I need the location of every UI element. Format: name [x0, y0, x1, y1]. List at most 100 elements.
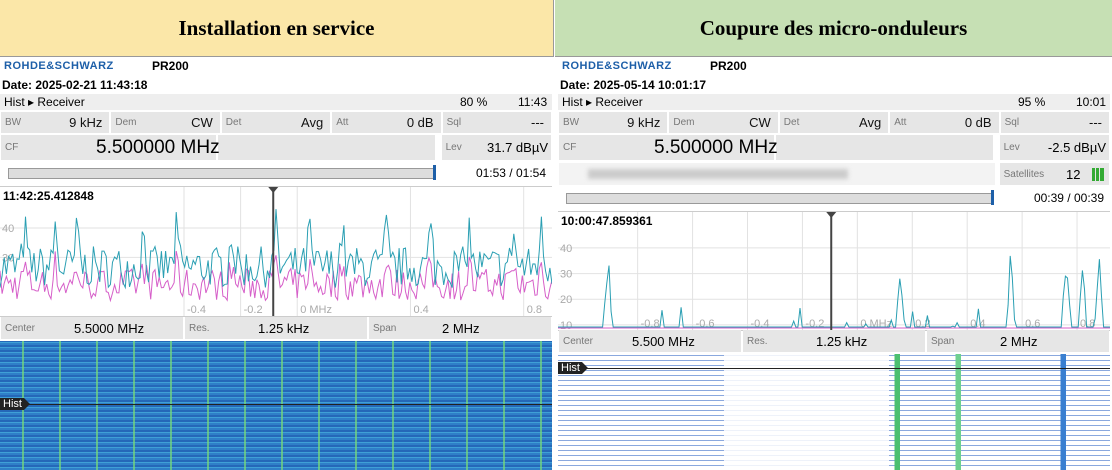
setting-cell [559, 112, 668, 133]
y-tick-label: 40 [2, 223, 14, 235]
cf-value: 5.500000 MHz [96, 137, 220, 158]
footer-cell [369, 317, 551, 339]
footer-label: Span [931, 336, 955, 347]
progress-end [991, 190, 995, 205]
mode: Hist ▸ Receiver [562, 95, 643, 109]
footer-label: Span [373, 323, 397, 334]
setting-value: 0 dB [964, 115, 992, 130]
footer-cell [1, 317, 183, 339]
model: PR200 [152, 59, 189, 73]
sat-value: 12 [1066, 167, 1081, 182]
y-tick-label: 30 [560, 269, 572, 281]
date: Date: 2025-02-21 11:43:18 [2, 78, 148, 92]
progress-track [8, 168, 436, 179]
footer-value: 5.500 MHz [632, 334, 695, 349]
footer-label: Res. [747, 336, 768, 347]
setting-value: 9 kHz [627, 115, 661, 130]
footer-label: Center [5, 323, 36, 334]
header-left: Installation en service [0, 0, 554, 57]
waterfall-fade [723, 354, 890, 470]
setting-label: Att [336, 117, 349, 128]
header-right: Coupure des micro-onduleurs [555, 0, 1112, 57]
setting-value: 0 dB [406, 115, 434, 130]
cf-value: 5.500000 MHz [654, 137, 778, 158]
setting-cell [779, 112, 889, 133]
cf-label: CF [563, 142, 577, 153]
footer-cell [185, 317, 367, 339]
setting-value: Avg [859, 115, 882, 130]
footer-cell [559, 330, 741, 352]
footer-cell [927, 330, 1109, 352]
footer-label: Res. [189, 323, 210, 334]
progress-time: 00:39 / 00:39 [1033, 191, 1104, 205]
clock: 11:43 [518, 95, 548, 109]
setting-label: BW [5, 117, 22, 128]
setting-cell [442, 112, 551, 133]
setting-label: Sql [1004, 117, 1020, 128]
x-tick-label: 0 MHz [300, 304, 332, 316]
footer-cell [743, 330, 925, 352]
setting-value: CW [191, 115, 213, 130]
marker-head [268, 187, 279, 193]
hist-label: Hist [0, 398, 30, 410]
trace-max [558, 255, 1110, 328]
hist-line [558, 368, 1110, 369]
timestamp: 11:42:25.412848 [3, 189, 94, 203]
setting-label: BW [563, 117, 580, 128]
x-tick-label: 0.4 [413, 304, 428, 316]
setting-value: --- [531, 115, 544, 130]
y-tick-label: 10 [560, 320, 572, 331]
waterfall [0, 341, 552, 470]
cf-cell-2 [776, 135, 994, 160]
x-tick-label: -0.4 [187, 304, 206, 316]
footer-value: 5.5000 MHz [74, 321, 145, 336]
y-tick-label: 20 [560, 294, 572, 306]
cf-cell [1, 135, 217, 160]
y-tick-label: 40 [560, 243, 572, 255]
setting-label: Dem [115, 117, 137, 128]
hist-label: Hist [558, 362, 588, 374]
setting-cell [332, 112, 441, 133]
setting-value: CW [749, 115, 771, 130]
cf-cell [559, 135, 775, 160]
setting-label: Det [783, 117, 800, 128]
cf-cell-2 [218, 135, 436, 160]
date: Date: 2025-05-14 10:01:17 [560, 78, 707, 92]
status-bar [0, 94, 552, 110]
gnss-blur [588, 169, 848, 179]
model: PR200 [710, 59, 747, 73]
status-bar [558, 94, 1110, 110]
setting-cell [1, 112, 110, 133]
footer-value: 2 MHz [1000, 334, 1038, 349]
trace-average [0, 250, 552, 303]
footer-value: 1.25 kHz [816, 334, 868, 349]
setting-label: Sql [446, 117, 462, 128]
progress-time: 01:53 / 01:54 [475, 166, 546, 180]
mode: Hist ▸ Receiver [4, 95, 85, 109]
lev-label: Lev [1003, 142, 1020, 153]
setting-cell [890, 112, 999, 133]
setting-label: Det [225, 117, 242, 128]
setting-cell [1000, 112, 1109, 133]
marker-head [826, 212, 837, 218]
volume: 80 % [460, 95, 488, 109]
setting-value: --- [1089, 115, 1102, 130]
lev-cell [441, 135, 551, 160]
logo: ROHDE&SCHWARZ [4, 60, 114, 72]
sat-cell [999, 163, 1109, 185]
signal-icon [1092, 168, 1104, 181]
footer-value: 2 MHz [442, 321, 480, 336]
setting-cell [669, 112, 778, 133]
footer-value: 1.25 kHz [258, 321, 310, 336]
footer-label: Center [563, 336, 594, 347]
timestamp: 10:00:47.859361 [561, 214, 653, 228]
setting-cell [111, 112, 220, 133]
sat-label: Satellites [1003, 169, 1045, 180]
volume: 95 % [1018, 95, 1046, 109]
setting-value: Avg [301, 115, 324, 130]
x-tick-label: 0.8 [527, 304, 542, 316]
progress-track [566, 193, 994, 204]
